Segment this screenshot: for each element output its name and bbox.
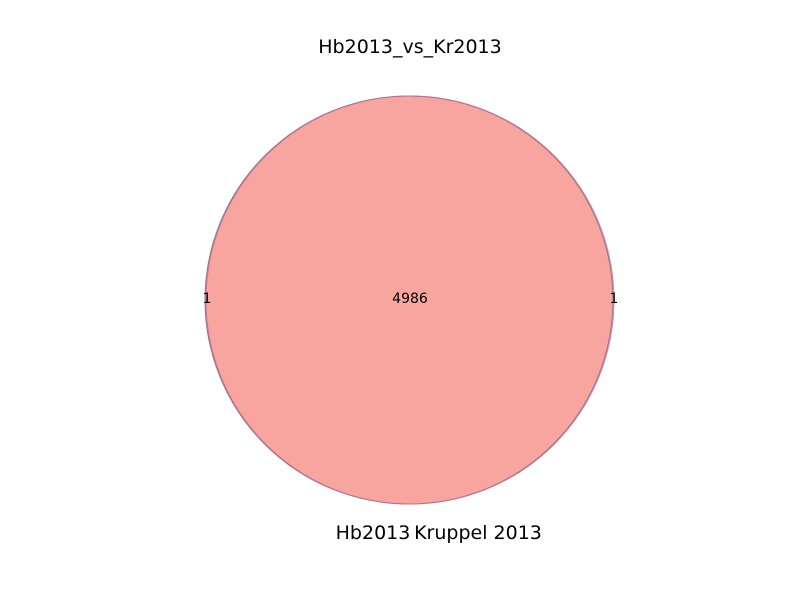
right-only-count: 1 <box>610 291 619 307</box>
set-label-hb2013: Hb2013 <box>336 522 411 544</box>
set-label-kruppel-2013: Kruppel 2013 <box>414 522 542 544</box>
intersection-count: 4986 <box>392 291 428 307</box>
set-circle-kruppel-2013 <box>205 95 615 505</box>
left-only-count: 1 <box>203 291 212 307</box>
chart-title: Hb2013_vs_Kr2013 <box>318 36 501 58</box>
